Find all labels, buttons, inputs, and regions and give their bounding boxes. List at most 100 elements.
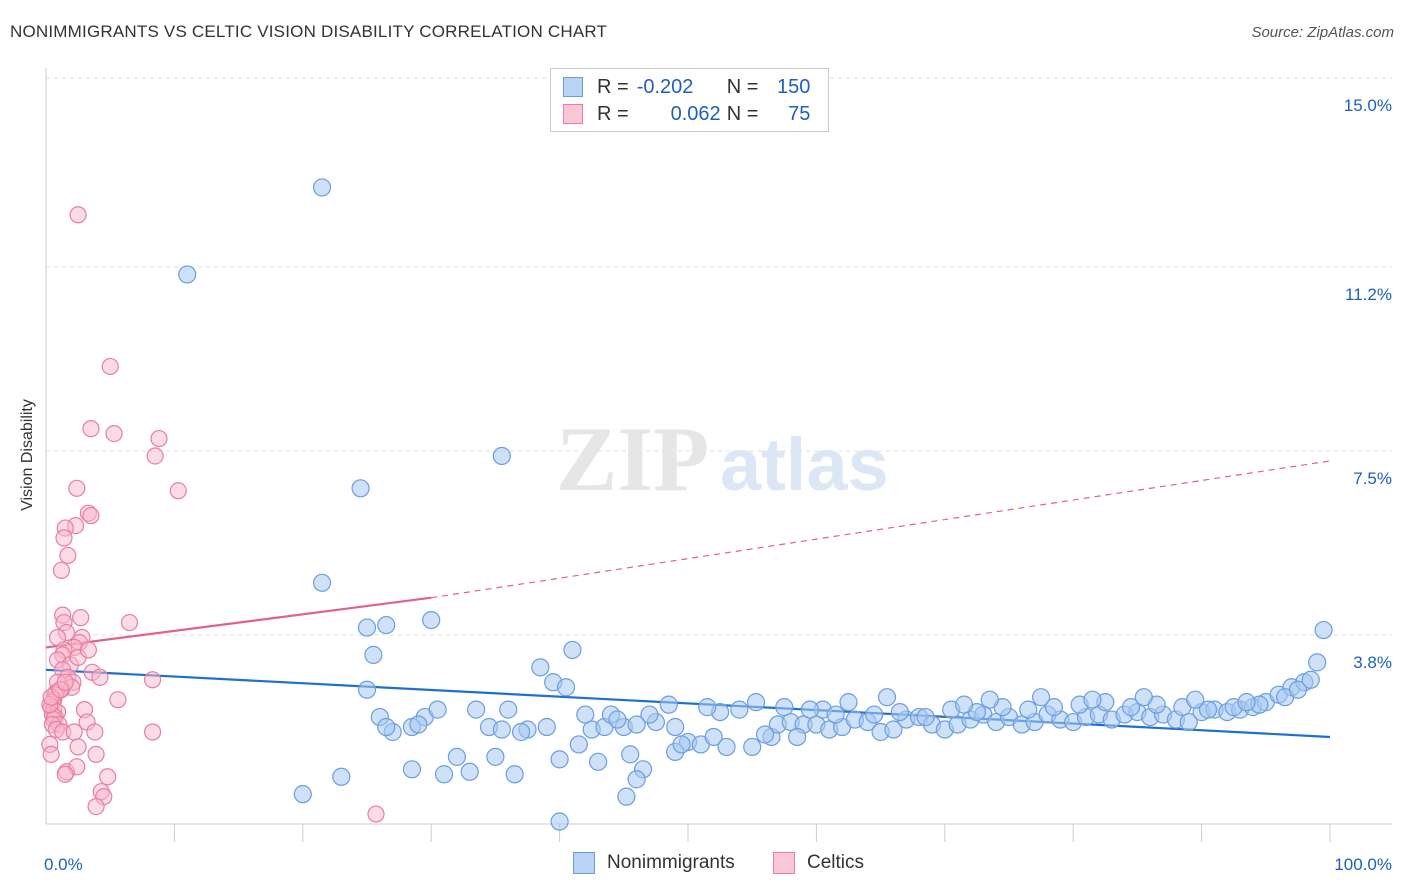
nonimmigrants-point	[1019, 700, 1038, 719]
nonimmigrants-point	[865, 705, 884, 724]
nonimmigrants-point	[351, 479, 370, 498]
nonimmigrants-point	[627, 770, 646, 789]
nonimmigrants-point	[460, 762, 479, 781]
nonimmigrants-point	[499, 700, 518, 719]
celtics-point	[59, 546, 77, 565]
nonimmigrants-point	[877, 688, 897, 707]
celtics-point	[82, 507, 100, 525]
nonimmigrants-point	[1314, 620, 1333, 640]
nonimmigrants-point	[775, 698, 794, 717]
nonimmigrants-point	[467, 700, 486, 719]
nonimmigrants-point	[890, 702, 909, 722]
y-tick-label: 3.8%	[1353, 653, 1392, 672]
celtics-point	[143, 723, 162, 741]
celtics-point	[52, 561, 71, 579]
nonimmigrants-point	[1237, 693, 1256, 712]
nonimmigrants-point	[332, 767, 351, 786]
bottom-legend-label: Nonimmigrants	[607, 852, 735, 873]
nonimmigrants-point	[537, 717, 556, 737]
bottom-legend-label: Celtics	[807, 852, 865, 873]
legend-n-label: N =	[726, 75, 759, 98]
legend-row-nonimmigrants: R = -0.202 N = 150	[563, 74, 810, 100]
bottom-legend-swatch-pink	[773, 852, 795, 874]
celtics-point	[169, 482, 187, 500]
legend-r-value: 0.062	[670, 102, 721, 125]
correlation-legend: R = -0.202 N = 150 R = 0.062 N = 75	[550, 68, 829, 132]
celtics-point	[72, 609, 90, 627]
celtics-point	[55, 529, 73, 547]
nonimmigrants-point	[1031, 688, 1051, 707]
nonimmigrants-point	[377, 615, 396, 635]
nonimmigrants-point	[357, 680, 377, 699]
nonimmigrants-point	[1121, 698, 1141, 717]
nonimmigrants-point	[531, 658, 550, 677]
nonimmigrants-point	[569, 735, 588, 754]
celtics-trend-line	[45, 596, 432, 649]
nonimmigrants-point	[492, 720, 511, 739]
nonimmigrants-point	[746, 693, 766, 712]
nonimmigrants-point	[1044, 698, 1064, 717]
celtics-point	[69, 738, 87, 756]
celtics-trend-extension	[431, 460, 1331, 599]
nonimmigrants-point	[550, 812, 569, 831]
legend-r-label: R =	[597, 102, 629, 125]
legend-r-value: -0.202	[636, 75, 694, 98]
nonimmigrants-point	[698, 698, 717, 717]
nonimmigrants-point	[755, 725, 775, 744]
nonimmigrants-point	[884, 720, 903, 739]
nonimmigrants-point	[666, 717, 685, 737]
nonimmigrants-point	[717, 737, 736, 757]
celtics-point	[87, 797, 105, 816]
celtics-point	[143, 671, 162, 689]
nonimmigrants-point	[954, 695, 974, 714]
legend-n-value: 75	[788, 102, 811, 125]
nonimmigrants-point	[1083, 690, 1102, 709]
nonimmigrants-point	[550, 750, 569, 769]
legend-n-value: 150	[777, 75, 811, 98]
nonimmigrants-point	[377, 717, 396, 737]
legend-n-label: N =	[726, 102, 759, 125]
nonimmigrants-point	[1134, 688, 1153, 707]
legend-row-celtics: R = 0.062 N = 75	[563, 101, 810, 127]
legend-swatch-pink	[563, 104, 583, 124]
nonimmigrants-point	[428, 700, 447, 719]
celtics-point	[56, 765, 74, 783]
nonimmigrants-point	[617, 787, 636, 806]
nonimmigrants-point	[800, 700, 820, 719]
celtics-point	[69, 206, 87, 224]
nonimmigrants-point	[422, 610, 441, 630]
x-tick-label: 100.0%	[1334, 855, 1392, 874]
nonimmigrants-point	[293, 785, 312, 804]
nonimmigrants-point	[704, 727, 723, 747]
nonimmigrants-point	[486, 747, 505, 766]
nonimmigrants-point	[409, 715, 428, 734]
nonimmigrants-point	[640, 705, 659, 724]
celtics-point	[91, 668, 109, 686]
nonimmigrants-point	[980, 690, 999, 709]
celtics-point	[86, 723, 104, 741]
chart-title: NONIMMIGRANTS VS CELTIC VISION DISABILIT…	[10, 22, 608, 41]
celtics-point	[68, 479, 86, 497]
nonimmigrants-point	[1186, 690, 1205, 709]
watermark-atlas: atlas	[720, 423, 889, 506]
celtics-point	[367, 805, 385, 823]
nonimmigrants-point	[364, 645, 383, 665]
nonimmigrants-point	[511, 722, 531, 742]
nonimmigrants-point	[1198, 700, 1218, 719]
celtics-point	[120, 613, 139, 632]
nonimmigrants-point	[178, 265, 197, 284]
x-tick-label: 0.0%	[44, 855, 83, 874]
nonimmigrants-point	[1301, 670, 1320, 689]
celtics-point	[87, 745, 105, 763]
source-label: Source: ZipAtlas.com	[1251, 24, 1394, 41]
nonimmigrants-point	[1288, 680, 1308, 699]
celtics-point	[99, 768, 117, 786]
nonimmigrants-point	[563, 640, 582, 660]
y-tick-label: 15.0%	[1344, 96, 1392, 115]
y-tick-label: 11.2%	[1345, 285, 1392, 304]
nonimmigrants-point	[621, 745, 640, 764]
nonimmigrants-point	[788, 727, 807, 747]
nonimmigrants-point	[492, 446, 511, 466]
nonimmigrants-point	[576, 705, 595, 724]
nonimmigrants-point	[627, 715, 646, 734]
